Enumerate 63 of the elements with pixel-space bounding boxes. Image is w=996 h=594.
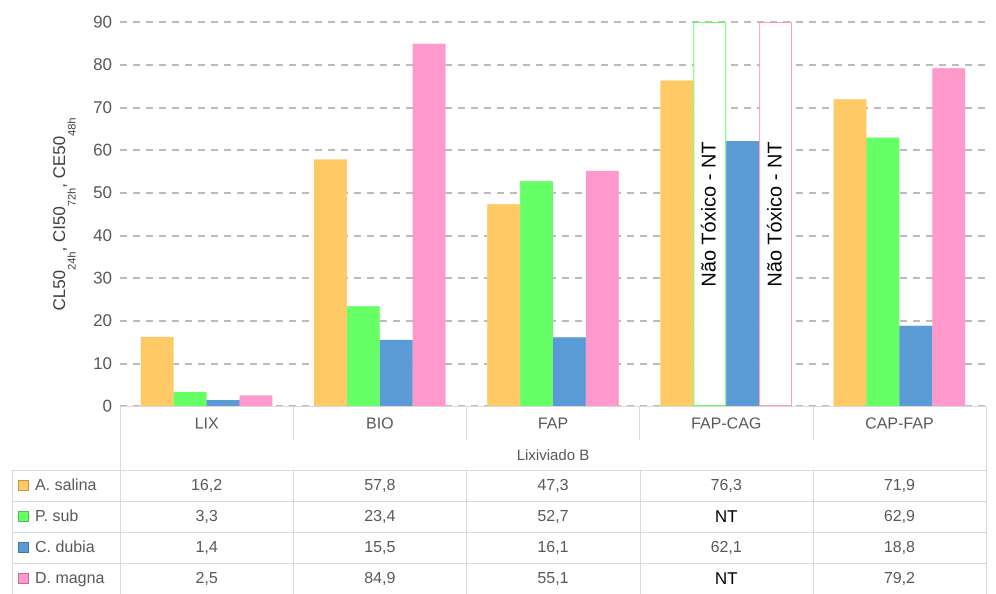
x-tick-label: BIO	[366, 416, 394, 432]
bar	[174, 392, 207, 406]
legend-label: D. magna	[34, 568, 104, 588]
x-tick-label: LIX	[194, 416, 219, 432]
y-tick-label: 0	[102, 396, 112, 416]
data-label: 16,1	[536, 538, 570, 558]
data-label: 2,5	[194, 568, 219, 588]
bar	[834, 99, 866, 406]
bar	[899, 326, 932, 406]
data-label: 79,2	[882, 568, 916, 588]
bar	[380, 340, 413, 406]
legend-label: A. salina	[34, 476, 96, 496]
bar	[693, 22, 726, 406]
bar	[553, 337, 586, 406]
y-tick-label: 50	[93, 183, 112, 202]
x-tick-label: CAP-FAP	[865, 416, 934, 432]
bar	[140, 336, 174, 406]
bar	[759, 22, 792, 406]
bar	[240, 395, 272, 406]
bar	[314, 159, 347, 406]
y-axis-title: CL5024h, CI5072h, CE5048h	[50, 117, 78, 311]
y-tick-label: 30	[93, 268, 112, 288]
data-label: NT	[714, 506, 739, 528]
annotation: Não Tóxico - NT	[764, 141, 787, 287]
data-label: 55,1	[536, 568, 570, 588]
data-label: 1,4	[194, 538, 219, 558]
legend-label: P. sub	[34, 506, 78, 526]
bar	[206, 400, 240, 406]
data-label: 84,9	[363, 568, 396, 588]
bar	[412, 44, 446, 406]
data-label: 76,3	[710, 476, 743, 496]
y-tick-label: 40	[93, 226, 112, 245]
x-axis-title: Lixiviado B	[516, 446, 590, 466]
data-label: 16,2	[190, 476, 224, 496]
data-label: 23,4	[363, 506, 396, 526]
data-label: 57,8	[363, 476, 396, 496]
data-label: NT	[714, 568, 739, 590]
annotation: Não Tóxico - NT	[698, 141, 721, 287]
y-tick-label: 20	[93, 311, 112, 330]
bar	[726, 141, 760, 406]
bar	[660, 80, 694, 406]
data-label: 62,9	[882, 506, 916, 526]
bar	[866, 138, 900, 406]
data-label: 47,3	[536, 476, 570, 496]
data-label: 62,1	[710, 538, 743, 558]
y-tick-label: 90	[93, 12, 112, 32]
legend-label: C. dubia	[34, 538, 95, 558]
bar	[346, 306, 380, 406]
y-tick-label: 80	[93, 55, 112, 74]
x-tick-label: FAP-CAG	[691, 416, 762, 432]
x-tick-label: FAP	[538, 416, 568, 432]
bar	[586, 170, 619, 406]
y-tick-label: 70	[93, 98, 112, 117]
data-label: 18,8	[882, 538, 916, 558]
bar	[520, 181, 553, 406]
data-label: 15,5	[363, 538, 396, 558]
y-tick-label: 60	[93, 140, 112, 160]
data-label: 71,9	[882, 476, 916, 496]
data-label: 3,3	[194, 506, 219, 526]
bar	[487, 204, 520, 406]
y-tick-label: 10	[93, 354, 112, 373]
bar	[932, 68, 966, 406]
data-label: 52,7	[536, 506, 570, 526]
